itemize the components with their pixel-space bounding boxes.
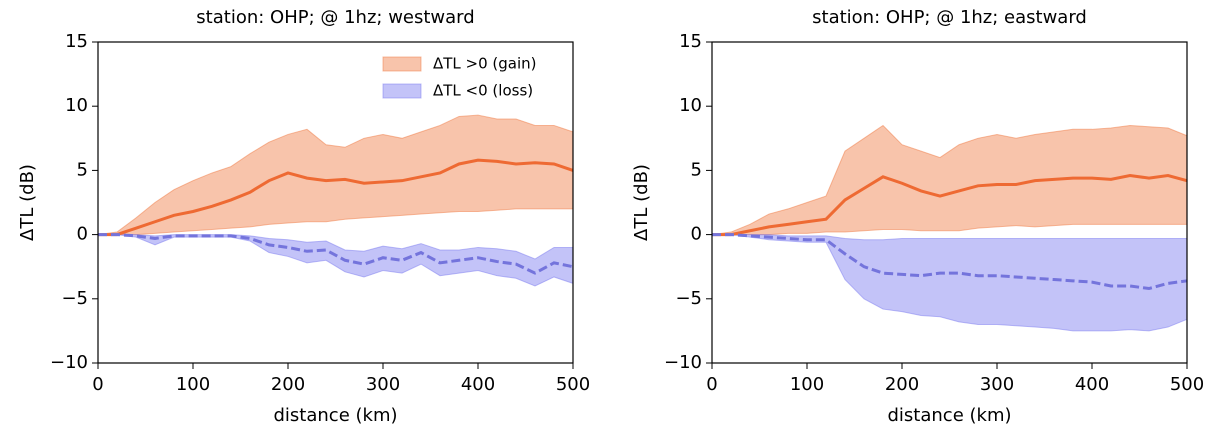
band: [712, 234, 1188, 332]
subplot: 0 100 200 300 400 500 −10 −5 0 5 10 15 station: OHP;…: [631, 7, 1204, 426]
x-tick-label: 0: [92, 374, 103, 395]
legend-swatch: [382, 56, 422, 72]
x-tick-label: 400: [461, 374, 495, 395]
legend: ΔTL >0 (gain) ΔTL <0 (loss): [382, 55, 537, 100]
x-tick-label: 300: [366, 374, 400, 395]
band: [711, 124, 1188, 236]
legend-label: ΔTL >0 (gain): [433, 55, 537, 73]
mean-line: [98, 233, 574, 275]
y-tick-label: 5: [77, 159, 88, 180]
chart-title: station: OHP; @ 1hz; eastward: [812, 7, 1087, 28]
y-tick-label: −10: [664, 352, 702, 373]
y-tick-label: −5: [675, 288, 702, 309]
x-tick-label: 500: [556, 374, 590, 395]
axes-frame: [711, 41, 1188, 364]
subplot: 0 100 200 300 400 500 −10 −5 0 5 10 15 station: OHP;…: [17, 7, 590, 426]
mean-line: [712, 233, 1188, 291]
y-tick-label: −10: [50, 352, 88, 373]
x-tick-label: 500: [1170, 374, 1204, 395]
y-tick-label: 10: [679, 95, 702, 116]
x-tick-label: 0: [706, 374, 717, 395]
y-tick-label: 15: [65, 31, 88, 52]
y-tick-label: 15: [679, 31, 702, 52]
y-axis-label: ΔTL (dB): [631, 164, 652, 241]
axes-frame: [97, 41, 574, 364]
legend-label: ΔTL <0 (loss): [433, 82, 533, 100]
x-tick-label: 200: [885, 374, 919, 395]
x-tick-label: 100: [790, 374, 824, 395]
chart-title: station: OHP; @ 1hz; westward: [196, 7, 474, 28]
mean-line: [712, 174, 1188, 237]
y-axis-label: ΔTL (dB): [17, 164, 38, 241]
legend-swatch: [382, 83, 422, 99]
x-axis-label: distance (km): [274, 405, 398, 426]
mean-line: [98, 158, 574, 237]
y-tick-label: 0: [77, 224, 88, 245]
x-tick-label: 100: [176, 374, 210, 395]
y-tick-label: 10: [65, 95, 88, 116]
x-tick-label: 400: [1075, 374, 1109, 395]
x-tick-label: 200: [271, 374, 305, 395]
x-axis-label: distance (km): [888, 405, 1012, 426]
y-tick-label: 0: [691, 224, 702, 245]
y-tick-label: −5: [61, 288, 88, 309]
y-tick-label: 5: [691, 159, 702, 180]
band: [98, 234, 574, 287]
x-tick-label: 300: [980, 374, 1014, 395]
